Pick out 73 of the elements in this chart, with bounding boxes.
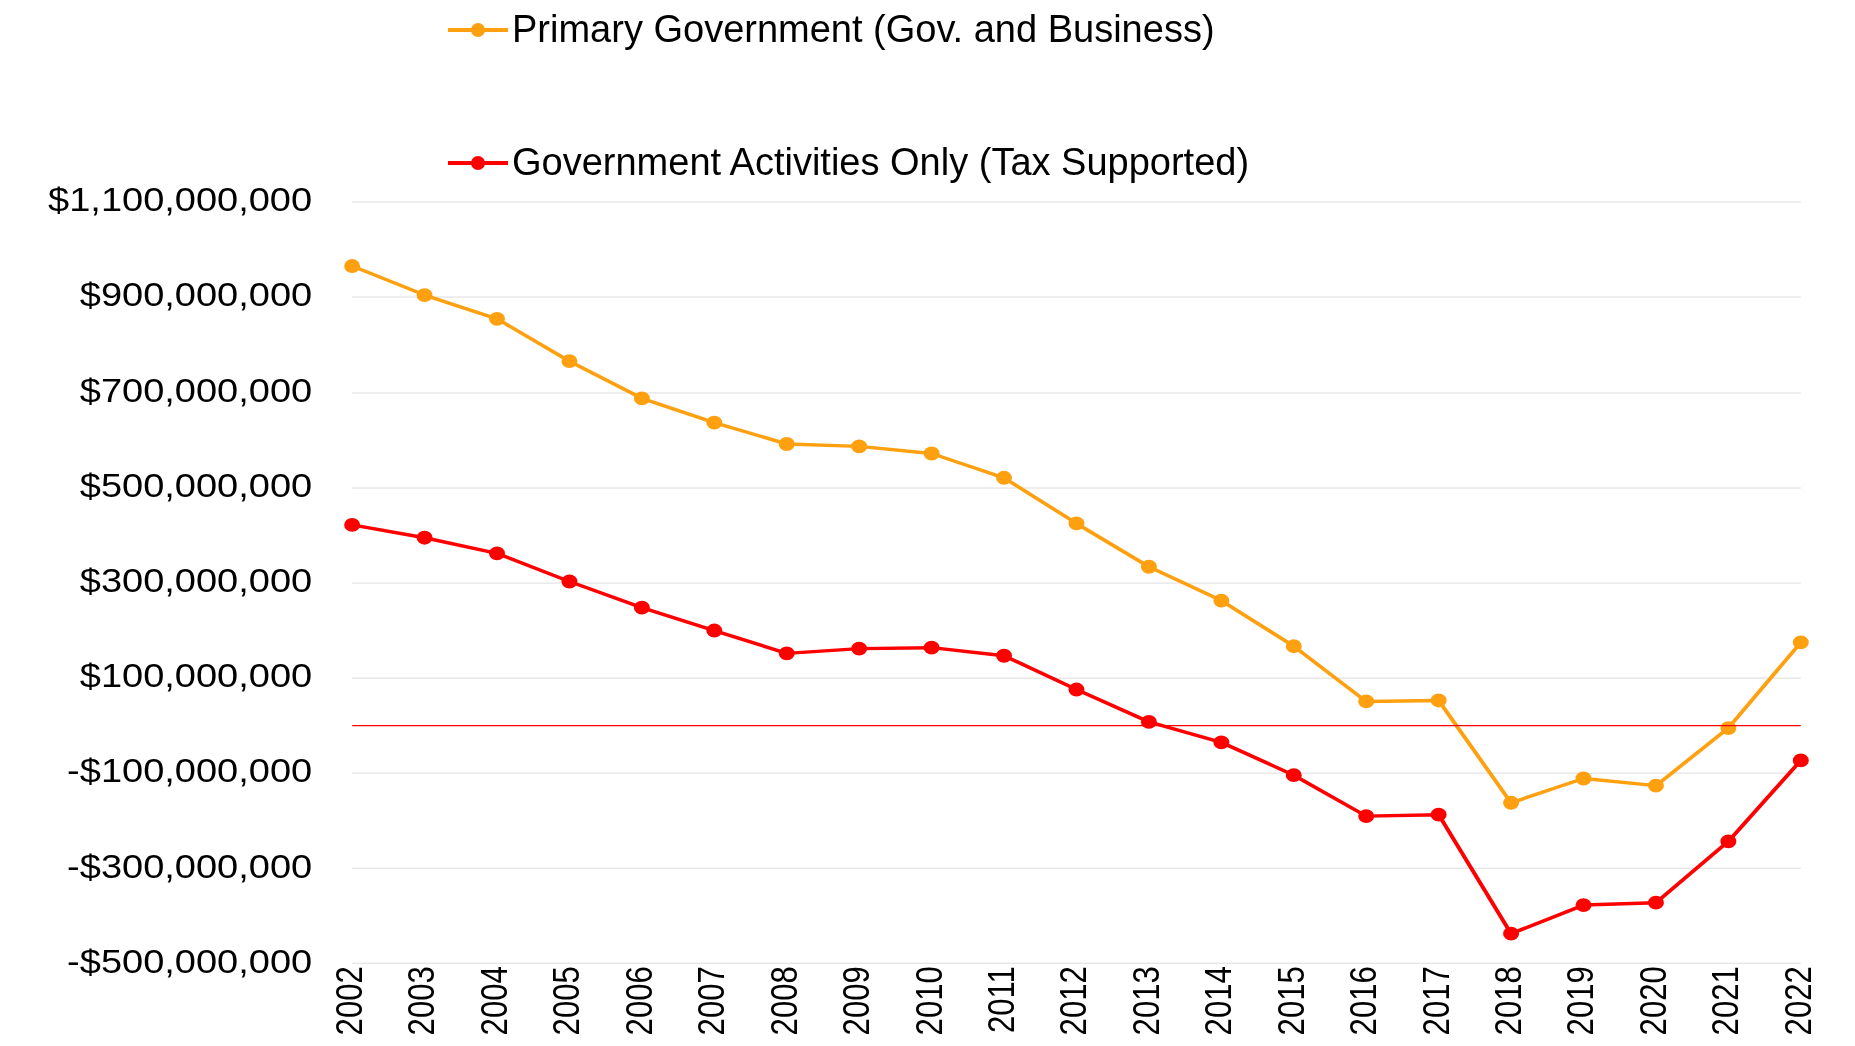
point: [1575, 898, 1592, 913]
point: [1792, 635, 1809, 650]
x-tick-label: 2002: [329, 966, 370, 1036]
point: [1141, 714, 1157, 729]
x-tick-label: 2003: [402, 966, 442, 1036]
x-tick-label: 2012: [1054, 966, 1094, 1036]
legend-label: Primary Government (Gov. and Business): [512, 8, 1215, 51]
point: [1430, 807, 1447, 822]
point: [778, 646, 795, 661]
x-tick-label: 2005: [547, 966, 587, 1036]
point: [489, 546, 505, 561]
point: [416, 288, 433, 303]
y-tick-label: $700,000,000: [79, 372, 313, 410]
y-tick-label: $500,000,000: [79, 467, 313, 505]
point: [1720, 834, 1737, 849]
point: [1213, 735, 1230, 750]
point: [778, 436, 795, 452]
point: [1213, 593, 1230, 608]
point: [561, 354, 578, 369]
point: [706, 415, 723, 430]
x-tick-label: 2009: [836, 966, 877, 1036]
y-tick-label: $1,100,000,000: [48, 181, 313, 219]
x-tick-label: 2018: [1488, 966, 1529, 1036]
point: [344, 258, 361, 274]
point: [851, 439, 868, 454]
y-tick-label: -$100,000,000: [67, 752, 313, 790]
x-tick-label: 2016: [1344, 966, 1384, 1036]
point: [1503, 926, 1519, 941]
point: [923, 640, 940, 655]
point: [634, 600, 650, 615]
point: [344, 517, 361, 532]
point: [1648, 778, 1664, 793]
x-tick-label: 2022: [1778, 966, 1819, 1036]
point: [1141, 559, 1157, 574]
x-tick-label: 2013: [1126, 966, 1167, 1036]
point: [996, 470, 1012, 485]
legend-label: Government Activities Only (Tax Supported): [512, 141, 1250, 184]
point: [996, 648, 1012, 663]
point: [923, 446, 940, 461]
point: [634, 391, 650, 406]
y-tick-label: -$500,000,000: [67, 943, 313, 981]
y-tick-label: $300,000,000: [79, 562, 313, 600]
point: [1285, 768, 1302, 783]
point: [1358, 809, 1375, 824]
point: [561, 574, 578, 589]
point: [1068, 516, 1085, 531]
x-tick-label: 2015: [1271, 966, 1312, 1036]
x-tick-label: 2011: [981, 966, 1022, 1034]
x-tick-label: 2004: [474, 966, 515, 1036]
x-tick-label: 2007: [692, 966, 732, 1036]
y-tick-label: -$300,000,000: [67, 847, 313, 885]
y-tick-label: $900,000,000: [79, 276, 313, 314]
point: [1503, 795, 1519, 810]
point: [706, 623, 723, 638]
point: [1068, 682, 1085, 697]
point: [1430, 693, 1447, 708]
point: [489, 311, 505, 326]
point: [1575, 771, 1592, 786]
x-tick-label: 2006: [619, 966, 660, 1036]
point: [416, 530, 433, 545]
x-tick-label: 2010: [909, 966, 950, 1036]
x-tick-label: 2019: [1561, 966, 1601, 1036]
x-tick-label: 2014: [1199, 966, 1239, 1036]
y-tick-label: $100,000,000: [79, 657, 313, 695]
x-tick-label: 2017: [1416, 966, 1457, 1036]
point: [1648, 895, 1664, 910]
x-tick-label: 2020: [1633, 966, 1674, 1036]
point: [1358, 694, 1375, 709]
point: [851, 641, 868, 656]
x-tick-label: 2008: [764, 966, 805, 1036]
x-tick-label: 2021: [1706, 966, 1746, 1036]
point: [1285, 639, 1302, 654]
point: [1792, 753, 1809, 768]
